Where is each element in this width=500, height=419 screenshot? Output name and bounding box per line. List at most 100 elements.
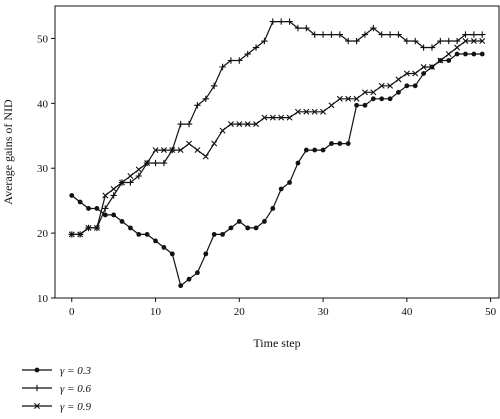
data-point <box>236 57 243 64</box>
data-point <box>354 102 359 108</box>
data-point <box>370 89 377 96</box>
data-point <box>395 31 402 38</box>
x-tick-label: 20 <box>234 306 246 318</box>
data-point <box>396 89 401 95</box>
data-point <box>361 89 368 96</box>
data-point <box>278 186 284 192</box>
data-point <box>328 102 335 109</box>
data-point <box>110 192 117 199</box>
data-point <box>479 31 486 38</box>
y-tick-label: 50 <box>37 33 49 45</box>
data-point <box>228 225 234 231</box>
data-point <box>294 108 301 115</box>
data-point <box>420 64 427 70</box>
data-point <box>395 76 402 83</box>
data-point <box>445 51 452 58</box>
data-point <box>454 44 461 51</box>
data-point <box>379 96 385 102</box>
legend-item: γ = 0.9 <box>22 401 92 413</box>
data-point <box>404 83 410 89</box>
data-point <box>345 37 352 45</box>
data-point <box>403 37 411 45</box>
data-point <box>244 121 251 128</box>
data-point <box>303 108 310 115</box>
legend-label: γ = 0.3 <box>60 365 92 377</box>
data-point <box>320 147 326 153</box>
data-point <box>186 140 193 147</box>
data-point <box>421 71 427 76</box>
data-point <box>412 83 418 89</box>
data-point <box>245 225 251 231</box>
data-point <box>210 82 218 90</box>
x-tick-label: 50 <box>485 306 497 318</box>
data-point <box>202 95 209 102</box>
data-point <box>203 251 209 257</box>
data-point <box>345 95 352 102</box>
data-point <box>144 160 151 167</box>
data-point <box>361 31 369 38</box>
data-point <box>463 51 468 57</box>
data-point <box>244 50 251 58</box>
data-point <box>127 173 134 179</box>
data-point <box>211 140 218 147</box>
data-point <box>471 51 477 57</box>
data-point <box>160 159 168 167</box>
data-point <box>69 193 75 198</box>
data-point <box>462 38 469 45</box>
data-point <box>262 219 267 224</box>
data-point <box>102 205 109 212</box>
data-point <box>269 18 277 25</box>
data-point <box>227 57 235 64</box>
data-point <box>319 31 327 38</box>
data-point <box>236 121 243 128</box>
x-tick-label: 30 <box>318 306 330 318</box>
data-point <box>420 44 427 51</box>
data-point <box>312 147 318 153</box>
series-1 <box>69 51 485 289</box>
data-point <box>337 141 343 146</box>
data-point <box>135 166 142 173</box>
data-point <box>177 120 184 128</box>
data-point <box>386 31 394 38</box>
series-3-line <box>71 40 483 235</box>
data-point <box>194 147 201 154</box>
series-layer <box>68 18 486 289</box>
data-point <box>119 179 126 186</box>
data-point <box>252 44 260 51</box>
data-point <box>177 147 184 154</box>
data-point <box>161 244 167 250</box>
x-axis: 0 10 20 30 40 50 <box>69 298 497 318</box>
legend-marker <box>34 367 40 373</box>
data-point <box>479 38 486 45</box>
data-point <box>428 64 435 70</box>
data-point <box>195 270 200 276</box>
data-point <box>253 225 259 231</box>
data-point <box>353 95 360 102</box>
data-point <box>77 199 83 205</box>
data-point <box>470 38 477 45</box>
data-point <box>336 95 343 102</box>
x-axis-title: Time step <box>253 336 300 350</box>
data-point <box>445 37 452 45</box>
legend-item: γ = 0.3 <box>22 365 92 377</box>
data-point <box>220 232 225 237</box>
data-point <box>303 147 309 153</box>
data-point <box>194 102 201 109</box>
y-tick-label: 20 <box>37 228 49 240</box>
y-axis-title: Average gains of NID <box>1 99 15 205</box>
data-point <box>320 108 327 115</box>
data-point <box>295 160 301 166</box>
data-point <box>178 283 184 289</box>
data-point <box>270 206 276 211</box>
legend: γ = 0.3 γ = 0.6 γ = 0.9 <box>22 365 92 413</box>
data-point <box>378 31 385 38</box>
data-point <box>102 192 109 199</box>
data-point <box>135 172 142 180</box>
data-point <box>211 232 217 237</box>
y-axis: 10 20 30 40 50 <box>37 33 55 305</box>
data-point <box>236 219 242 224</box>
x-tick-label: 40 <box>401 306 413 318</box>
y-tick-label: 10 <box>37 293 49 305</box>
data-point <box>470 31 478 38</box>
data-point <box>378 82 385 89</box>
